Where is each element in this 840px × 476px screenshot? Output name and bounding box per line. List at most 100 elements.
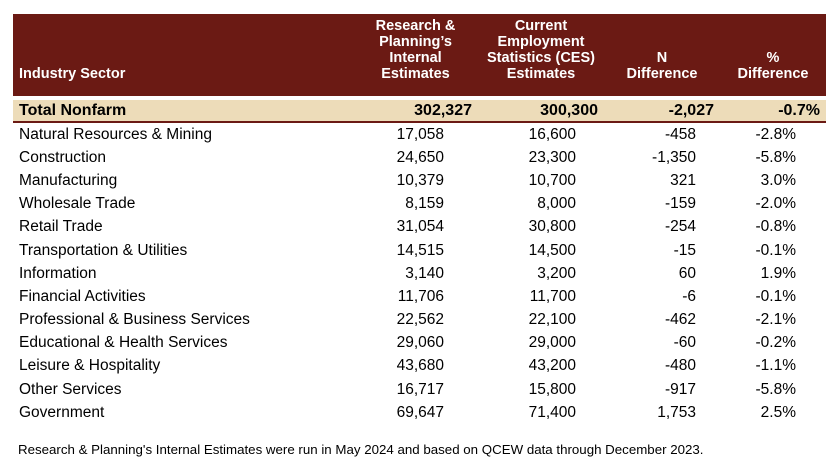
ces-estimate-cell: 11,700 [529, 287, 576, 305]
sector-cell: Manufacturing [19, 171, 118, 189]
sector-cell: Financial Activities [19, 287, 146, 305]
sector-cell: Information [19, 264, 97, 282]
header-line: Current [514, 18, 568, 34]
pct-difference-cell: -0.1% [755, 287, 797, 305]
n-difference-cell: -254 [664, 218, 696, 236]
header-n-difference: N Difference [604, 14, 720, 96]
n-difference-cell: -917 [664, 380, 696, 398]
pct-difference-cell: -5.8% [755, 148, 797, 166]
pct-difference-cell: -2.0% [755, 195, 797, 213]
table-body: Total Nonfarm 302,327 300,300 -2,027 -0.… [13, 96, 826, 424]
sector-cell: Natural Resources & Mining [19, 125, 212, 143]
internal-estimate-cell: 16,717 [396, 380, 444, 398]
internal-estimate-cell: 3,140 [405, 264, 444, 282]
employment-comparison-table-container: Industry Sector Research & Planning’s In… [13, 14, 826, 424]
header-line: Research & [375, 18, 456, 34]
header-internal-estimates: Research & Planning’s Internal Estimates [353, 14, 478, 96]
n-difference-cell: 321 [670, 171, 696, 189]
ces-estimate-cell: 43,200 [528, 357, 576, 375]
ces-estimate-cell: 3,200 [537, 264, 576, 282]
table-row: Educational & Health Services 29,060 29,00… [13, 332, 826, 355]
n-difference-cell: -159 [664, 195, 696, 213]
header-line: Employment [497, 34, 585, 50]
table-row: Leisure & Hospitality 43,680 43,200 -480 -1.… [13, 355, 826, 378]
internal-estimate-cell: 29,060 [396, 334, 444, 352]
pct-difference-cell: -2.1% [755, 311, 797, 329]
ces-estimate-cell: 71,400 [528, 403, 576, 421]
ces-estimate-cell: 30,800 [528, 218, 576, 236]
header-line: Difference [626, 66, 698, 82]
header-line: Planning’s [379, 34, 452, 50]
internal-estimate-cell: 14,515 [396, 241, 444, 259]
ces-estimate-cell: 16,600 [528, 125, 576, 143]
total-sector-cell: Total Nonfarm [13, 100, 353, 123]
ces-estimate-cell: 14,500 [528, 241, 576, 259]
pct-difference-cell: 2.5% [760, 403, 796, 421]
employment-comparison-table: Industry Sector Research & Planning’s In… [13, 14, 826, 424]
table-row: Professional & Business Services 22,562 22… [13, 309, 826, 332]
ces-estimate-cell: 8,000 [537, 195, 576, 213]
header-line: Statistics (CES) [487, 50, 595, 66]
table-row: Information 3,140 3,200 60 1.9% [13, 262, 826, 285]
sector-cell: Wholesale Trade [19, 195, 136, 213]
internal-estimate-cell: 43,680 [396, 357, 444, 375]
pct-difference-cell: -1.1% [755, 357, 797, 375]
sector-cell: Government [19, 403, 105, 421]
pct-difference-cell: 1.9% [760, 264, 796, 282]
header-line: Estimates [506, 66, 576, 82]
table-row: Other Services 16,717 15,800 -917 -5.8% [13, 378, 826, 401]
total-internal-cell: 302,327 [353, 100, 478, 123]
footnote: Research & Planning's Internal Estimates… [18, 442, 704, 457]
header-ces-estimates: Current Employment Statistics (CES) Esti… [478, 14, 604, 96]
spacer-cell [13, 96, 826, 100]
table-header-row: Industry Sector Research & Planning’s In… [13, 14, 826, 96]
sector-cell: Leisure & Hospitality [19, 357, 161, 375]
n-difference-cell: -6 [682, 287, 696, 305]
n-difference-cell: -1,350 [652, 148, 696, 166]
sector-cell: Construction [19, 148, 107, 166]
sector-cell: Retail Trade [19, 218, 103, 236]
ces-estimate-cell: 22,100 [528, 311, 576, 329]
internal-estimate-cell: 24,650 [396, 148, 444, 166]
ces-estimate-cell: 23,300 [528, 148, 576, 166]
n-difference-cell: 1,753 [657, 403, 696, 421]
header-line: Internal Estimates [381, 50, 450, 82]
header-industry-sector: Industry Sector [19, 66, 126, 82]
table-row: Construction 24,650 23,300 -1,350 -5.8% [13, 146, 826, 169]
pct-difference-cell: -0.8% [755, 218, 797, 236]
n-difference-cell: -60 [673, 334, 696, 352]
internal-estimate-cell: 69,647 [396, 403, 444, 421]
total-n-diff-cell: -2,027 [604, 100, 720, 123]
internal-estimate-cell: 17,058 [396, 125, 444, 143]
header-line: Difference [737, 66, 809, 82]
table-row: Retail Trade 31,054 30,800 -254 -0.8% [13, 216, 826, 239]
ces-estimate-cell: 10,700 [528, 171, 576, 189]
table-row: Transportation & Utilities 14,515 14,500 -1… [13, 239, 826, 262]
n-difference-cell: -462 [664, 311, 696, 329]
sector-cell: Professional & Business Services [19, 311, 250, 329]
ces-estimate-cell: 29,000 [528, 334, 576, 352]
header-spacer [13, 96, 826, 100]
internal-estimate-cell: 11,706 [397, 287, 444, 305]
total-ces-cell: 300,300 [478, 100, 604, 123]
table-row: Natural Resources & Mining 17,058 16,600 -4… [13, 122, 826, 146]
total-nonfarm-row: Total Nonfarm 302,327 300,300 -2,027 -0.… [13, 100, 826, 123]
internal-estimate-cell: 22,562 [396, 311, 444, 329]
table-row: Financial Activities 11,706 11,700 -6 -0.1% [13, 285, 826, 308]
table-row: Manufacturing 10,379 10,700 321 3.0% [13, 169, 826, 192]
sector-cell: Other Services [19, 380, 122, 398]
n-difference-cell: 60 [678, 264, 696, 282]
header-line: % [766, 50, 780, 66]
n-difference-cell: -458 [664, 125, 696, 143]
pct-difference-cell: -0.2% [755, 334, 797, 352]
n-difference-cell: -480 [664, 357, 696, 375]
table-row: Wholesale Trade 8,159 8,000 -159 -2.0% [13, 193, 826, 216]
sector-cell: Transportation & Utilities [19, 241, 188, 259]
pct-difference-cell: 3.0% [760, 171, 796, 189]
ces-estimate-cell: 15,800 [528, 380, 576, 398]
pct-difference-cell: -2.8% [755, 125, 797, 143]
header-line: N [656, 50, 668, 66]
header-pct-difference: % Difference [720, 14, 826, 96]
total-pct-diff-cell: -0.7% [720, 100, 826, 123]
pct-difference-cell: -5.8% [755, 380, 797, 398]
